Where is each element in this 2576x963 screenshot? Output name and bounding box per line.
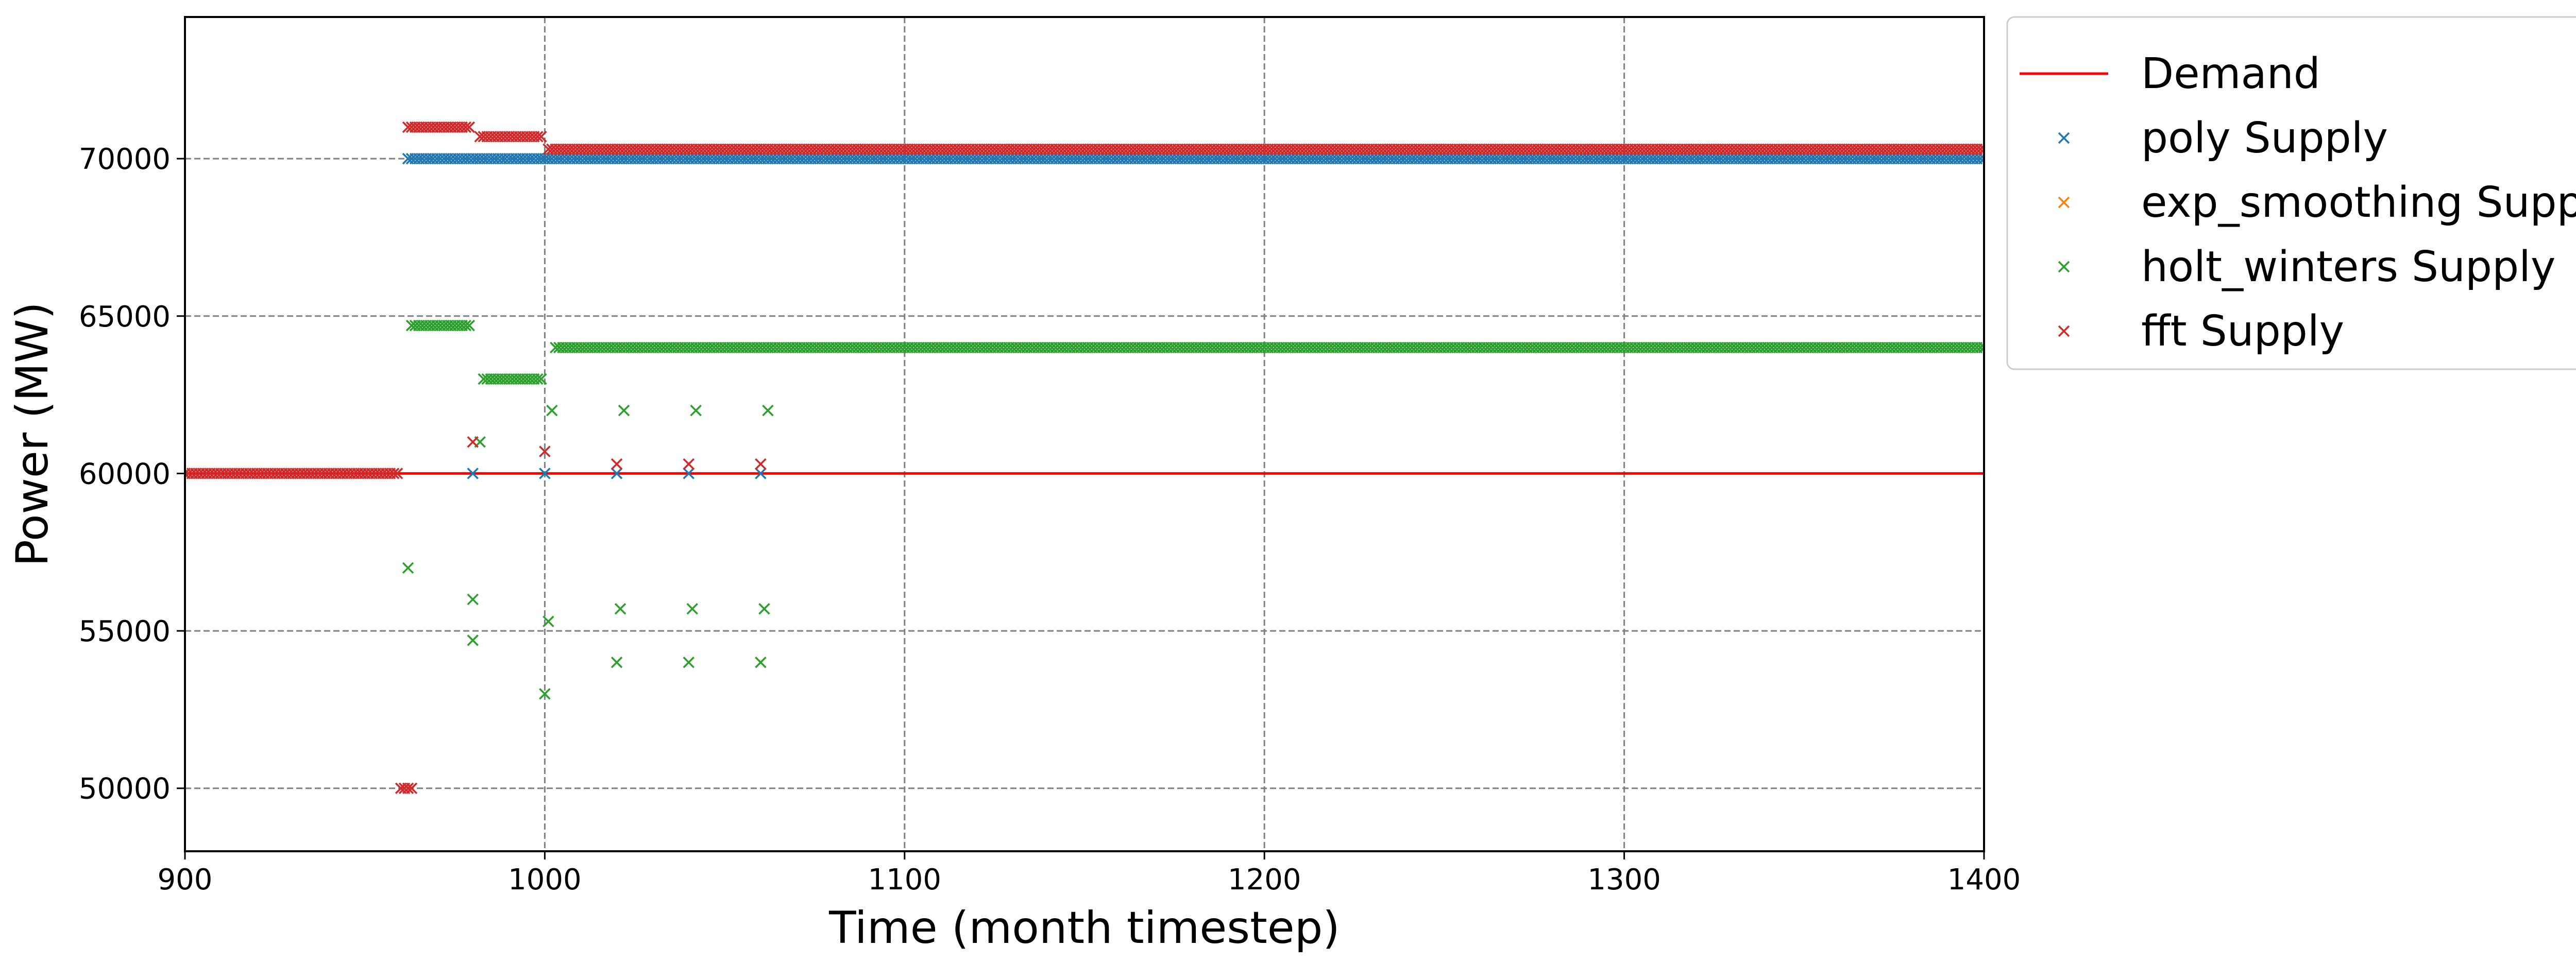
legend-label: Demand <box>2141 49 2320 98</box>
data-point <box>467 436 479 448</box>
data-point <box>543 615 554 627</box>
data-point <box>535 131 547 143</box>
y-axis-label: Power (MW) <box>7 302 58 566</box>
data-point <box>611 656 623 668</box>
legend-marker-swatch <box>2058 325 2070 337</box>
data-point <box>460 121 471 133</box>
data-point <box>402 782 414 794</box>
data-point <box>539 468 551 479</box>
data-point <box>532 373 544 385</box>
x-tick-label: 1000 <box>508 863 582 897</box>
y-tick-label: 65000 <box>79 300 171 334</box>
data-point <box>611 468 623 479</box>
data-point <box>1978 152 1984 165</box>
data-point <box>690 404 702 417</box>
marker-run <box>550 341 1984 354</box>
marker-run <box>478 373 547 385</box>
x-tick-label: 1200 <box>1228 863 1301 897</box>
data-point <box>539 445 551 457</box>
legend-item: holt_winters Supply <box>2058 243 2555 291</box>
data-point <box>467 593 479 606</box>
legend-marker-swatch <box>2058 261 2070 273</box>
marker-run <box>185 468 403 479</box>
data-point <box>546 404 558 417</box>
x-tick-label: 1400 <box>1947 863 2021 897</box>
series-holt-winters-supply <box>402 319 1984 700</box>
data-point <box>539 688 551 700</box>
plot-frame <box>184 16 1985 852</box>
y-tick-label: 60000 <box>79 457 171 491</box>
legend: Demand poly Supply exp_smoothing Supply hol… <box>2006 16 2576 370</box>
data-point <box>755 656 767 668</box>
marker-run <box>402 152 1984 165</box>
data-point <box>467 468 479 479</box>
data-point <box>683 458 694 470</box>
legend-label: poly Supply <box>2141 114 2388 163</box>
legend-item: exp_smoothing Supply <box>2058 178 2576 227</box>
series-poly-supply <box>402 152 1984 479</box>
data-point <box>683 468 694 479</box>
data-point <box>387 468 400 479</box>
data-point <box>686 603 698 615</box>
data-point <box>611 458 623 470</box>
data-point <box>467 634 479 646</box>
data-point <box>405 782 418 794</box>
legend-marker-swatch <box>2058 132 2070 144</box>
data-point <box>463 121 475 133</box>
series-fft-supply <box>185 121 1984 794</box>
plot-area <box>185 17 1984 851</box>
legend-box <box>2006 16 2576 370</box>
marker-run <box>474 131 547 143</box>
legend-item: Demand <box>2020 49 2320 98</box>
x-axis-label: Time (month timestep) <box>828 902 1340 954</box>
data-point <box>1978 143 1984 155</box>
data-point <box>762 404 774 417</box>
y-tick-label: 50000 <box>79 772 171 806</box>
marker-run <box>402 121 475 133</box>
ticks: 900 1000 1100 1200 1300 1400 50000 55000 60000 65… <box>79 143 2021 897</box>
legend-marker-swatch <box>2058 196 2070 209</box>
legend-label: fft Supply <box>2141 307 2344 356</box>
data-point <box>758 603 770 615</box>
legend-item: fft Supply <box>2058 307 2344 356</box>
data-point <box>532 131 544 143</box>
data-layer <box>185 121 1984 794</box>
data-point <box>614 603 626 615</box>
legend-label: exp_smoothing Supply <box>2141 178 2576 227</box>
data-point <box>683 656 694 668</box>
y-tick-label: 70000 <box>79 143 171 176</box>
x-tick-label: 900 <box>158 863 213 897</box>
data-point <box>755 458 767 470</box>
x-tick-label: 1100 <box>868 863 942 897</box>
legend-label: holt_winters Supply <box>2141 243 2555 291</box>
data-point <box>618 404 630 417</box>
x-tick-label: 1300 <box>1587 863 1661 897</box>
marker-run <box>405 319 475 332</box>
legend-item: poly Supply <box>2058 114 2388 163</box>
data-point <box>402 562 414 574</box>
data-point <box>460 319 471 332</box>
data-point <box>391 468 403 479</box>
data-point <box>1978 341 1984 354</box>
y-tick-label: 55000 <box>79 615 171 648</box>
marker-run <box>543 143 1984 155</box>
data-point <box>463 319 475 332</box>
data-point <box>535 373 547 385</box>
data-point <box>755 468 767 479</box>
